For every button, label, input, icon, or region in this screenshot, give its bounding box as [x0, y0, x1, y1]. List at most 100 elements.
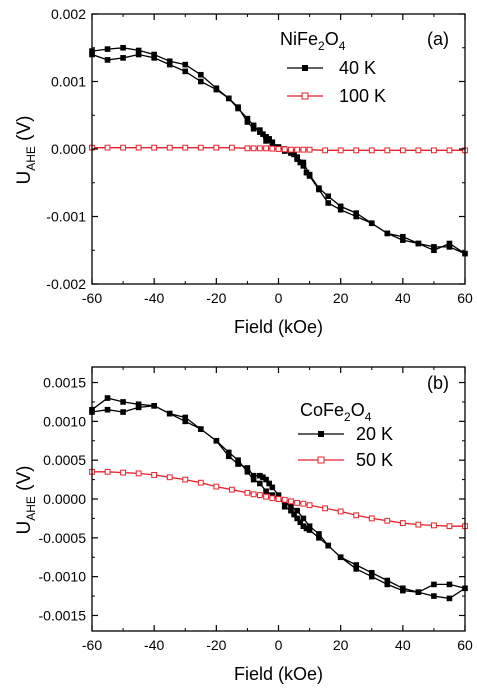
panel-label: (b) — [427, 373, 449, 393]
data-point — [225, 453, 232, 460]
data-point — [288, 498, 294, 505]
data-point — [250, 476, 257, 483]
x-tick-label: -40 — [144, 637, 164, 653]
data-point — [263, 145, 269, 152]
data-point — [213, 144, 220, 151]
y-tick-label: 0.0000 — [43, 491, 86, 507]
data-point — [151, 403, 157, 409]
data-point — [135, 51, 142, 58]
data-point — [104, 406, 111, 413]
data-point — [297, 519, 304, 526]
data-point — [281, 496, 288, 503]
data-point — [213, 437, 220, 444]
data-point — [120, 399, 126, 405]
y-axis-label-sub: AHE — [24, 146, 38, 171]
x-tick-label: 40 — [395, 290, 411, 306]
data-point — [294, 499, 301, 506]
x-tick-label: -40 — [144, 290, 164, 306]
material-mid: O — [325, 29, 339, 49]
data-point — [244, 119, 251, 125]
data-point — [325, 200, 332, 206]
data-point — [294, 154, 300, 160]
data-point — [431, 244, 437, 250]
x-tick-label: -60 — [82, 290, 102, 306]
data-point — [263, 476, 269, 483]
data-point — [266, 480, 272, 487]
data-point — [316, 535, 322, 541]
data-point — [322, 147, 329, 154]
y-axis-label-unit: (V) — [14, 465, 35, 496]
data-point — [182, 476, 189, 483]
data-point — [269, 495, 276, 502]
data-point — [384, 230, 391, 237]
y-axis-label-sub: AHE — [24, 496, 38, 521]
data-point — [135, 401, 142, 408]
data-point — [250, 472, 257, 479]
y-axis-label-unit: (V) — [14, 115, 35, 146]
data-point — [368, 220, 375, 227]
data-point — [400, 233, 406, 240]
data-point — [303, 525, 310, 532]
chart-panel-2: -60 -40 -20 0 20 40 60 -0.0015 -0.0010 -0.0005 0.0… — [14, 366, 473, 684]
data-point — [256, 492, 263, 499]
data-point — [415, 589, 422, 595]
data-point — [368, 569, 375, 576]
data-point — [257, 480, 263, 487]
data-point — [337, 508, 344, 515]
data-point — [257, 129, 263, 135]
legend-marker — [302, 65, 308, 71]
data-point — [353, 566, 360, 572]
data-point — [306, 171, 313, 178]
data-point — [120, 144, 126, 151]
data-point — [244, 489, 251, 496]
data-point — [225, 449, 232, 456]
data-point — [135, 47, 142, 54]
data-point — [325, 193, 332, 200]
data-point — [368, 147, 375, 154]
data-point — [104, 57, 111, 63]
x-tick-label: -20 — [206, 637, 226, 653]
data-point — [446, 244, 453, 250]
series-line-20-K — [91, 397, 467, 600]
data-point — [197, 71, 204, 78]
data-point — [244, 145, 251, 152]
y-tick-label: 0.0015 — [43, 375, 86, 391]
legend-marker — [301, 92, 309, 100]
x-tick-label: 20 — [333, 637, 349, 653]
data-point — [431, 581, 437, 588]
material-sub1: 2 — [344, 410, 351, 424]
data-point — [228, 144, 235, 151]
data-point — [431, 522, 437, 529]
data-point — [151, 51, 157, 58]
data-point — [337, 203, 344, 210]
data-point — [353, 213, 360, 220]
data-point — [263, 488, 269, 495]
data-point — [281, 146, 288, 153]
data-point — [297, 159, 304, 166]
data-point — [300, 146, 307, 153]
y-tick-label: 0.000 — [51, 141, 86, 157]
data-point — [275, 146, 282, 152]
data-point — [322, 505, 329, 512]
data-point — [182, 414, 189, 421]
y-axis-label-main: U — [14, 171, 35, 185]
y-tick-label: 0.0010 — [43, 413, 86, 429]
data-point — [353, 562, 360, 568]
data-point — [244, 465, 251, 471]
data-point — [269, 492, 276, 498]
material-label: NiFe2O4 — [280, 29, 346, 53]
data-point — [244, 469, 251, 475]
data-point — [415, 240, 422, 247]
data-point — [300, 500, 307, 507]
data-point — [213, 86, 220, 93]
data-point — [166, 61, 173, 68]
y-axis-label-main: U — [14, 521, 35, 535]
data-point — [431, 147, 437, 154]
y-tick-label: -0.0005 — [39, 530, 87, 546]
data-point — [288, 507, 294, 514]
data-point — [291, 151, 297, 158]
data-point — [197, 426, 204, 432]
x-tick-label: 40 — [395, 637, 411, 653]
chart-panel-1: -60 -40 -20 0 20 40 60 -0.002 -0.001 0.000 0.001 0.… — [14, 6, 473, 337]
